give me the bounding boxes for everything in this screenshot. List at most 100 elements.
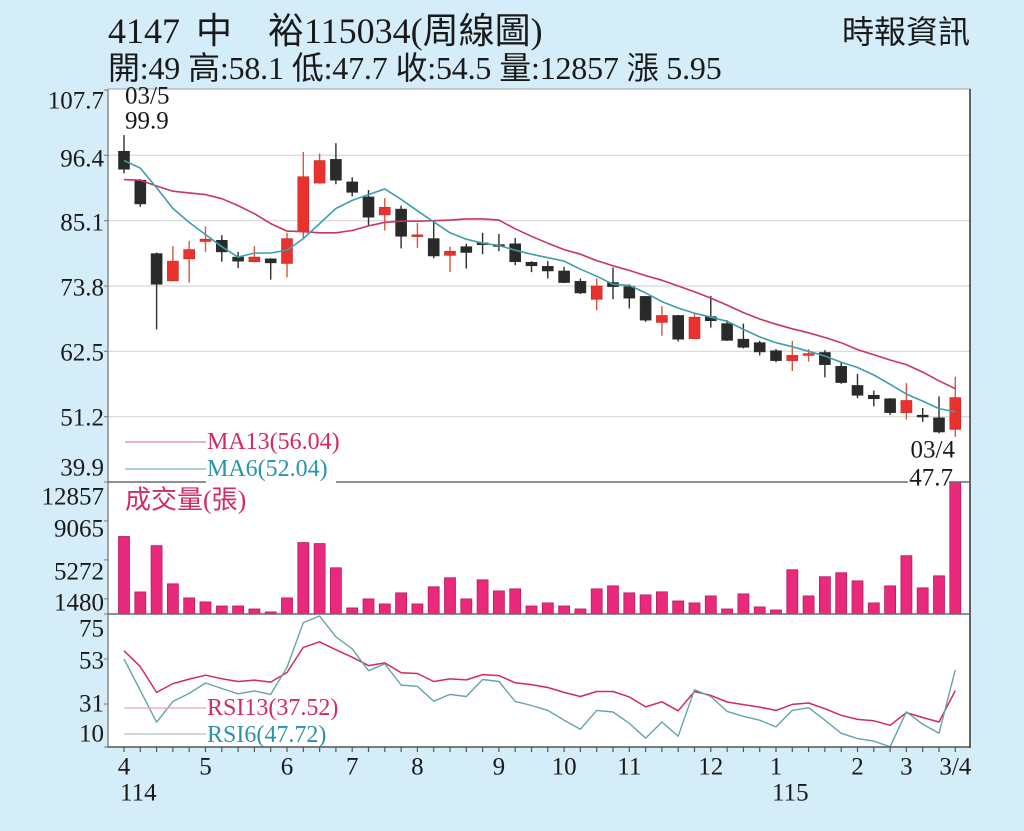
candle-body — [150, 253, 163, 285]
stock-name: 中 裕 — [196, 11, 305, 51]
volume-bar — [737, 593, 750, 615]
candle-body — [183, 249, 195, 260]
volume-bar — [362, 598, 375, 615]
candle-body — [525, 261, 538, 267]
candle-body — [672, 315, 685, 340]
candle-body — [851, 385, 864, 396]
candle-down — [330, 143, 342, 185]
candle-body — [134, 179, 147, 205]
candle-body — [835, 366, 848, 383]
source-label: 時報資訊 — [842, 14, 971, 50]
rsi13-line — [123, 641, 956, 727]
candle-body — [313, 160, 326, 184]
volume-bar — [688, 602, 701, 615]
volume-bar — [607, 585, 619, 615]
candle-up — [313, 153, 326, 184]
chart-id: 115034(周線圖) — [304, 11, 543, 51]
candle-down — [362, 190, 375, 227]
ma-legend: MA13(56.04)MA6(52.04) — [125, 429, 340, 484]
rsi-tick-label: 53 — [79, 648, 104, 675]
candle-down — [753, 340, 766, 356]
candle-body — [460, 246, 473, 253]
candle-up — [949, 376, 962, 437]
candle-body — [378, 207, 391, 216]
candle-body — [737, 338, 750, 348]
price-tick-label: 39.9 — [60, 455, 104, 482]
candle-body — [721, 323, 733, 341]
candle-down — [509, 238, 522, 266]
ma6-legend-label: MA6(52.04) — [207, 456, 328, 482]
candle-up — [167, 246, 179, 282]
stat-high: 高:58.1 — [188, 50, 284, 86]
low-date-annotation: 03/4 — [911, 437, 956, 464]
year-label: 115 — [772, 780, 809, 807]
candle-up — [183, 240, 195, 283]
volume-bar — [492, 590, 505, 615]
volume-tick-label: 9065 — [54, 516, 104, 543]
volume-bar — [949, 481, 962, 615]
volume-bar — [867, 602, 880, 615]
month-label: 11 — [617, 754, 641, 781]
candle-body — [264, 258, 277, 264]
candle-body — [590, 285, 603, 300]
candle-down — [427, 221, 440, 259]
volume-bar — [166, 583, 179, 615]
candle-up — [688, 313, 701, 340]
volume-bar — [476, 579, 489, 615]
volume-bar — [672, 600, 685, 615]
legend-background — [206, 721, 336, 746]
candle-down — [851, 373, 864, 399]
volume-bar — [541, 602, 554, 615]
volume-bar — [183, 597, 196, 615]
month-label: 3 — [900, 754, 913, 781]
candle-body — [867, 394, 880, 400]
high-date-annotation: 03/5 — [125, 83, 169, 110]
month-label: 12 — [698, 754, 723, 781]
rsi-tick-label: 10 — [79, 721, 104, 748]
volume-bar — [118, 536, 130, 615]
volume-bar — [704, 595, 717, 615]
year-label: 114 — [120, 780, 157, 807]
candle-down — [672, 314, 685, 342]
rsi-tick-label: 31 — [79, 691, 104, 718]
price-gridlines — [108, 154, 970, 418]
ohlc-summary: 開:49 高:58.1 低:47.7 收:54.5 量:12857 漲 5.95 — [108, 52, 730, 84]
month-label: 8 — [411, 754, 424, 781]
ma6-line — [123, 159, 956, 413]
candle-body — [656, 315, 668, 323]
legend-background — [206, 696, 348, 720]
candle-body — [933, 417, 945, 433]
candle-down — [770, 349, 782, 363]
candle-body — [558, 270, 570, 283]
candle-body — [900, 400, 913, 413]
plot-panel — [108, 89, 970, 747]
volume-bar — [558, 605, 570, 615]
candle-body — [199, 238, 212, 242]
candle-body — [346, 181, 359, 193]
volume-bar — [215, 605, 228, 615]
candle-body — [330, 159, 342, 181]
candle-body — [623, 286, 636, 299]
volume-bar — [851, 580, 864, 615]
rsi-axis-labels: 75 53 31 10 — [79, 613, 108, 748]
candle-body — [509, 243, 522, 263]
volume-bar — [900, 555, 913, 615]
candle-down — [574, 278, 587, 295]
ma13-line — [123, 178, 956, 390]
candle-body — [770, 350, 782, 361]
volume-bar — [753, 606, 766, 615]
volume-bar — [444, 577, 456, 615]
month-label: 10 — [552, 754, 577, 781]
candle-up — [900, 383, 913, 420]
candle-down — [346, 177, 359, 197]
month-label: 9 — [493, 754, 506, 781]
candle-up — [656, 306, 668, 336]
candlesticks — [118, 135, 962, 437]
price-tick-label: 85.1 — [60, 210, 104, 237]
candle-body — [444, 251, 456, 256]
volume-bar — [639, 594, 652, 615]
candle-down — [558, 266, 570, 284]
price-tick-label: 73.8 — [60, 275, 104, 302]
volume-bar — [509, 588, 522, 615]
